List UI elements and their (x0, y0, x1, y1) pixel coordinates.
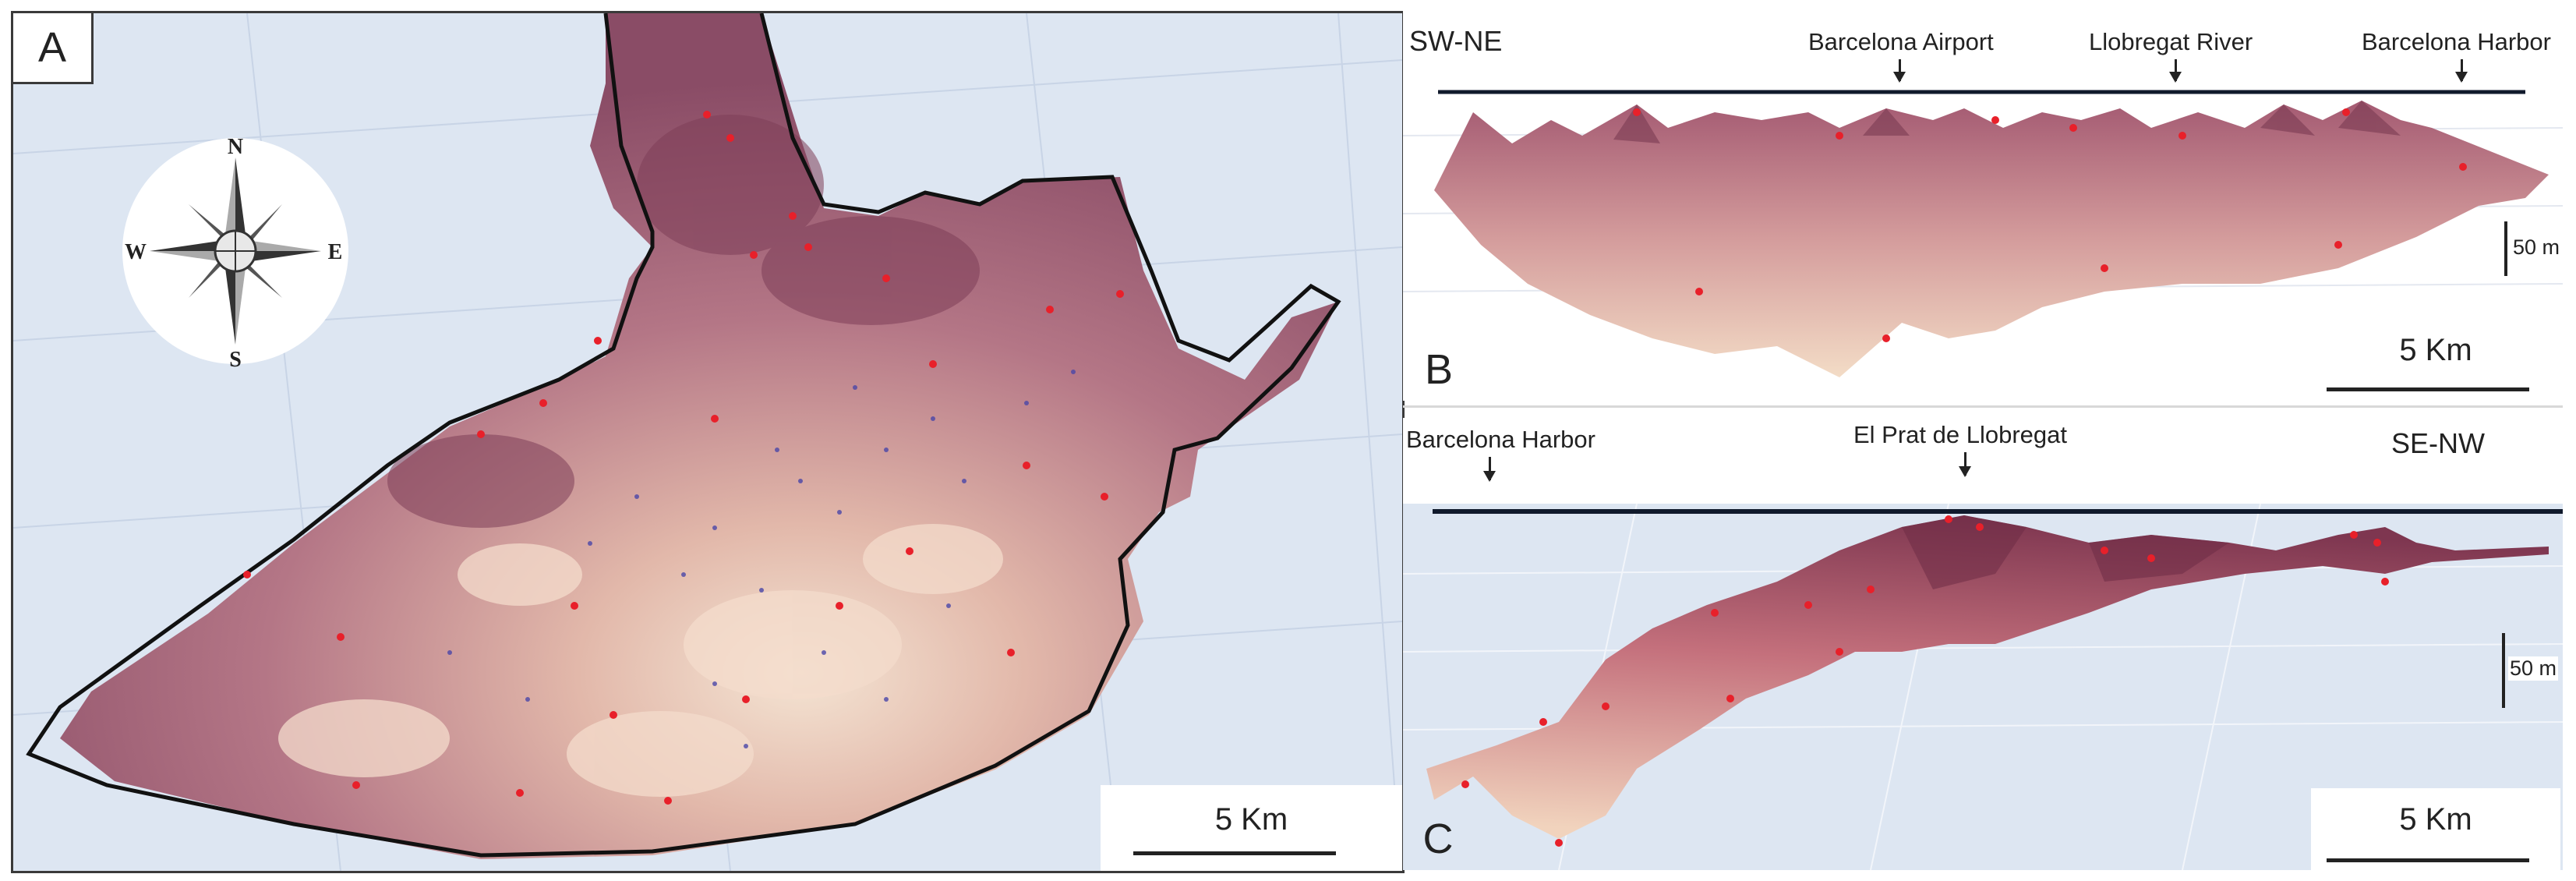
section-b-ridges (1613, 101, 2401, 143)
arrow-b-river (2169, 59, 2182, 83)
section-b-surface (1403, 58, 2563, 401)
scale-label-a: 5 Km (1214, 802, 1288, 837)
terrain-surface (60, 13, 1338, 859)
section-c-body (1426, 515, 2549, 839)
section-c-direction: SE-NW (2391, 427, 2485, 459)
panel-c-label: C (1422, 816, 1454, 862)
callout-b-airport: Barcelona Airport (1808, 28, 1994, 55)
vertical-scale-label-b: 50 m (2511, 235, 2562, 260)
panel-a-label: A (13, 13, 94, 84)
scale-bar-b: 5 Km (2311, 319, 2560, 401)
scale-line-a (1133, 851, 1336, 855)
arrow-b-harbor (2455, 59, 2468, 83)
callout-c-harbor: Barcelona Harbor (1406, 426, 1595, 453)
callout-b-harbor: Barcelona Harbor (2362, 28, 2551, 55)
scale-bar-a: 5 Km (1101, 785, 1402, 871)
compass-w: W (125, 240, 147, 264)
arrow-c-harbor (1483, 457, 1496, 482)
compass-n: N (228, 135, 243, 159)
scale-line-c (2327, 858, 2529, 862)
arrow-b-airport (1893, 59, 1906, 83)
compass-s: S (229, 348, 242, 372)
section-c-dark-folds (1902, 515, 2229, 589)
vertical-scale-b (2504, 221, 2507, 276)
scale-line-b (2327, 387, 2529, 391)
section-b-wells (1633, 108, 2467, 342)
light-patches (278, 524, 1003, 797)
panel-a-map: N S E W A 5 Km (11, 11, 1405, 873)
map-surface: N S E W (13, 13, 1402, 871)
vertical-scale-c (2502, 633, 2505, 708)
dark-patches (387, 115, 980, 528)
arrow-c-el-prat (1959, 452, 1971, 477)
well-points-red (243, 111, 1124, 805)
scale-bar-c: 5 Km (2311, 788, 2560, 870)
panel-b-section: SW-NE Barcelona Airport Llobregat River … (1403, 11, 2563, 401)
panel-b-label: B (1403, 338, 1475, 401)
panel-divider (1403, 405, 2563, 408)
scale-label-b: 5 Km (2399, 333, 2472, 367)
callout-c-el-prat: El Prat de Llobregat (1853, 421, 2068, 448)
section-b-direction: SW-NE (1409, 25, 1503, 57)
compass-rose-icon: N S E W (122, 135, 348, 372)
aquifer-boundary (26, 13, 1341, 858)
compass-e: E (328, 240, 343, 264)
scale-label-c: 5 Km (2399, 802, 2472, 837)
well-points-blue (447, 370, 1076, 748)
section-c-wells (1461, 515, 2389, 847)
panel-c-section: Barcelona Harbor El Prat de Llobregat SE… (1403, 418, 2563, 870)
callout-b-river: Llobregat River (2089, 28, 2253, 55)
vertical-scale-label-c: 50 m (2508, 656, 2559, 681)
section-b-body (1434, 101, 2549, 377)
